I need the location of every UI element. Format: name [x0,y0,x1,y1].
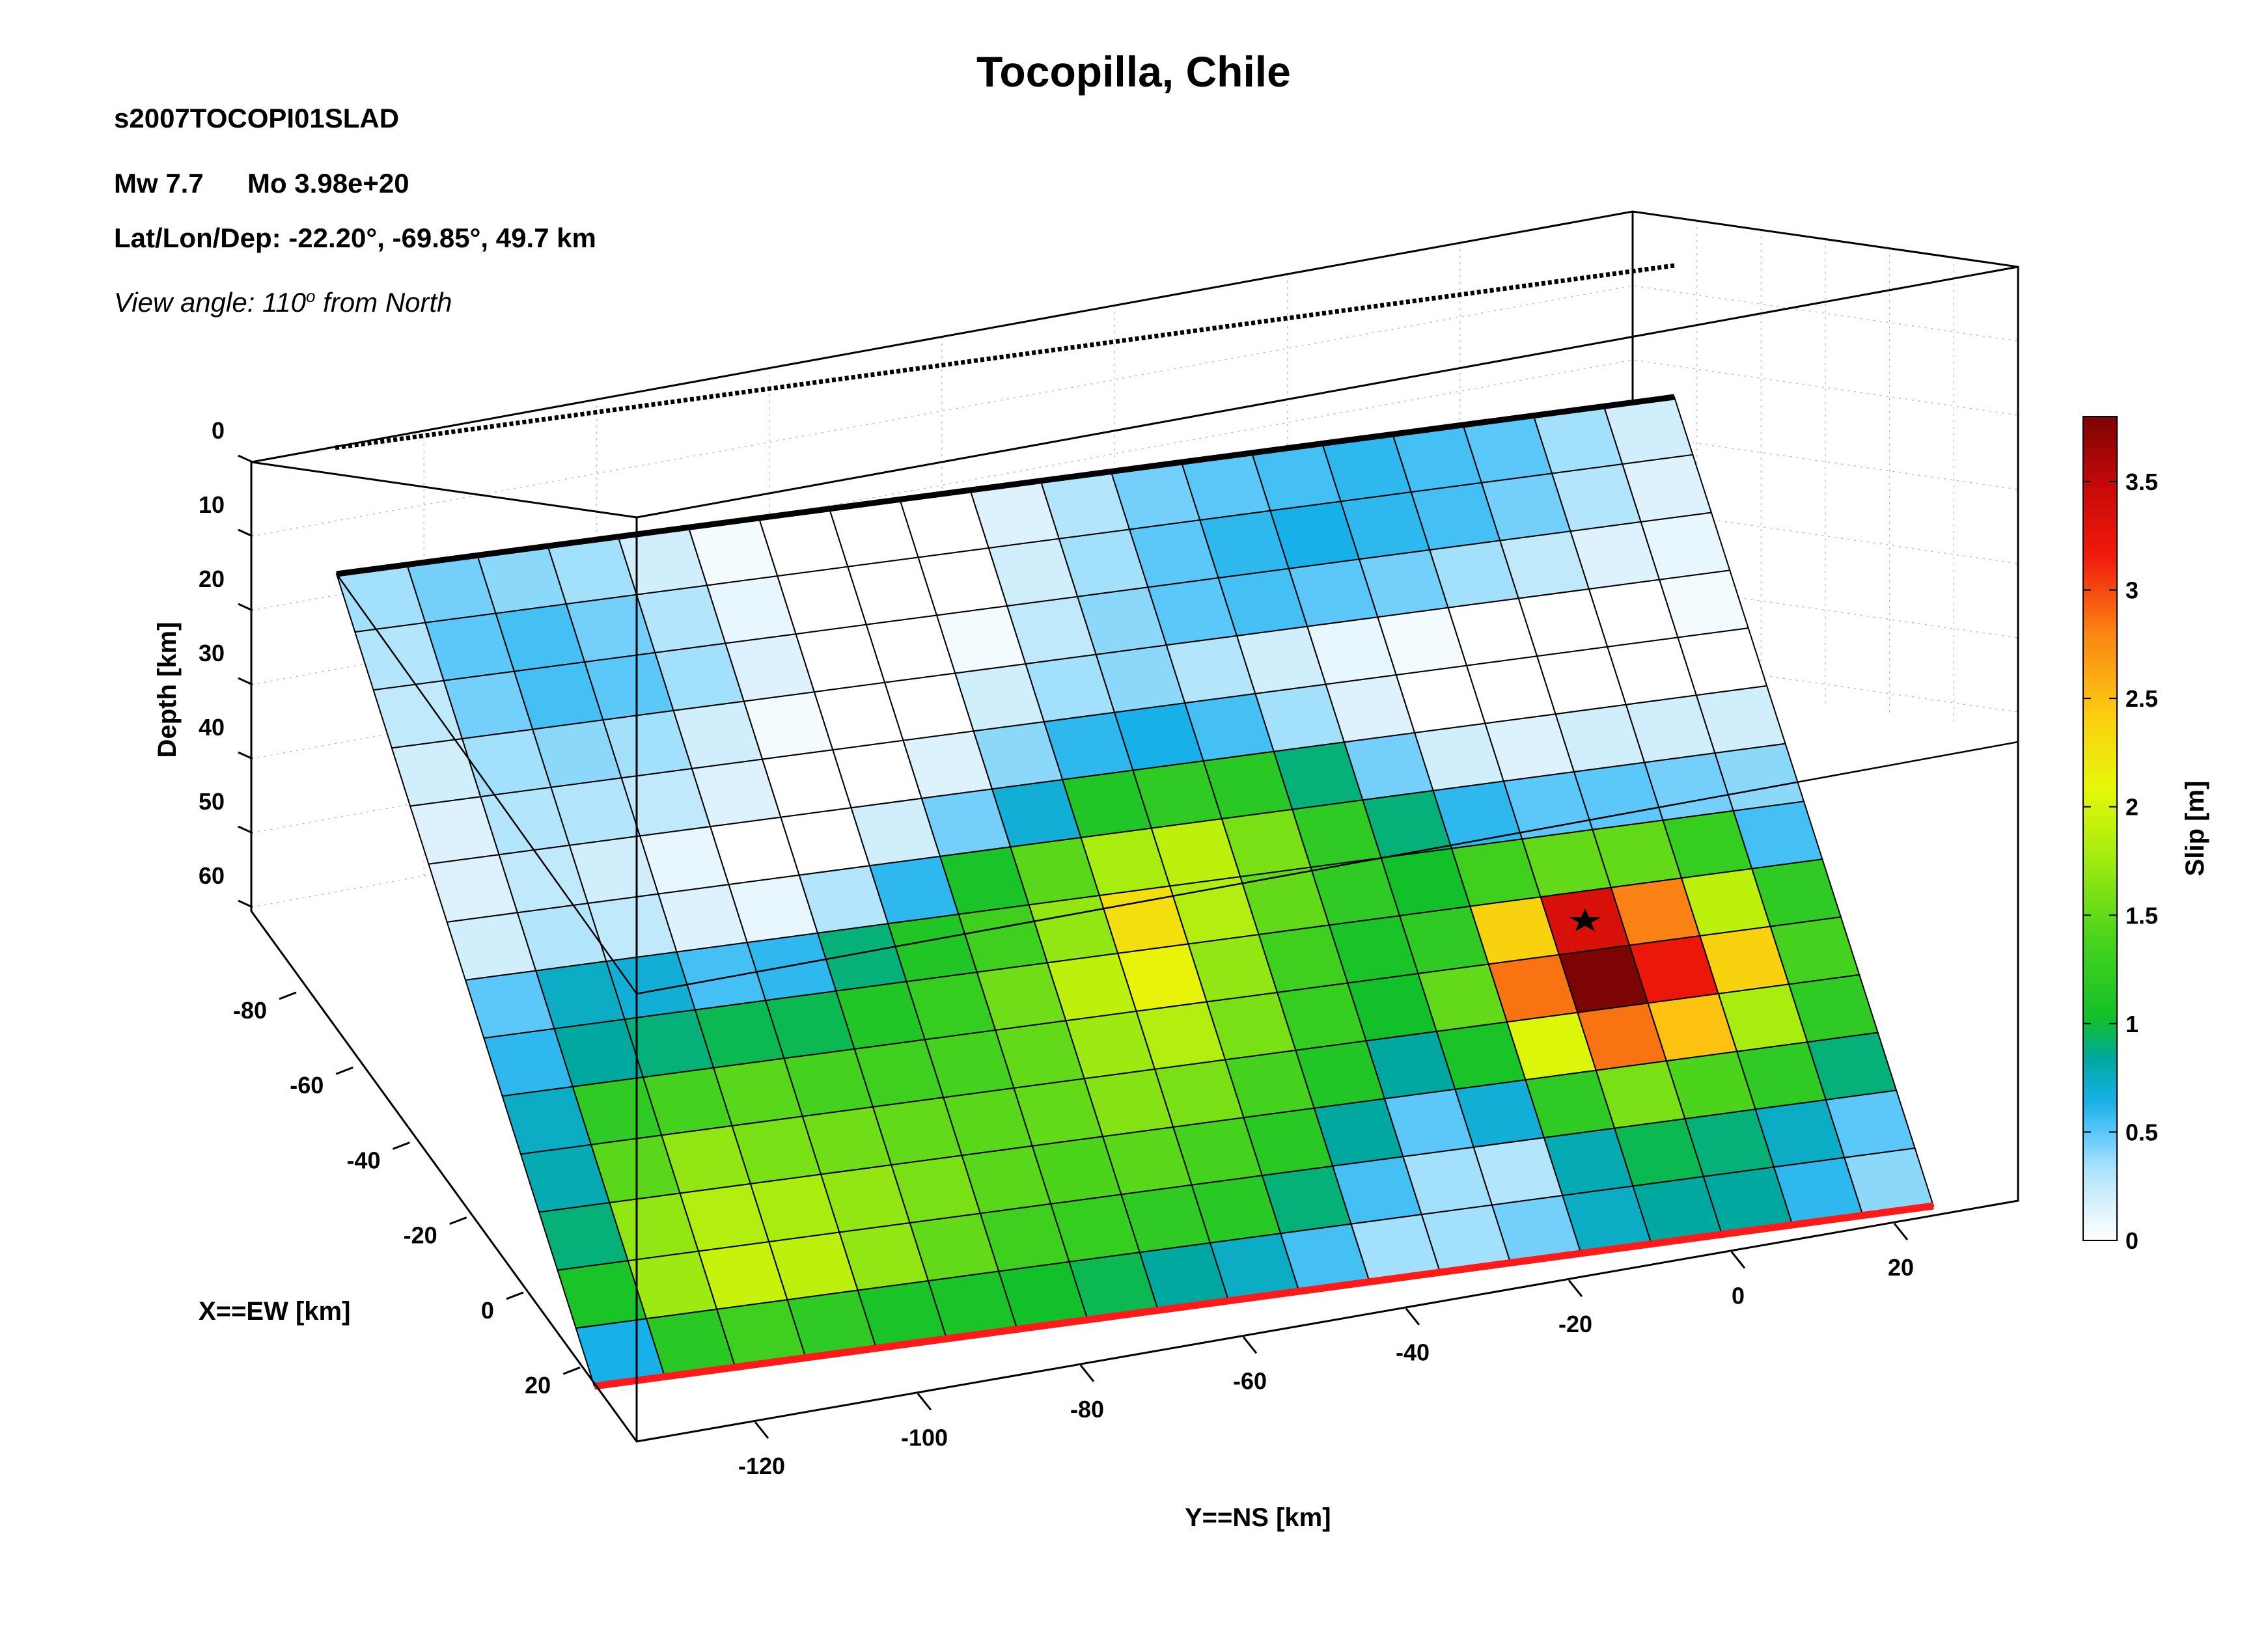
box-edge [636,741,2019,995]
y-tick [1730,1251,1746,1269]
y-tick-label: -20 [1558,1311,1592,1337]
x-tick [562,1366,581,1375]
depth-tick-label: 20 [199,566,225,592]
depth-tick [238,528,253,538]
depth-tick-label: 40 [199,714,225,741]
moment-label: Mo 3.98e+20 [247,168,409,198]
depth-tick [238,751,253,760]
magnitude-label: Mw 7.7 [114,168,204,198]
location-label: Lat/Lon/Dep: -22.20°, -69.85°, 49.7 km [114,223,596,253]
depth-tick [238,825,253,834]
y-tick-label: -100 [901,1424,948,1451]
axis-ticks: 0 10 20 30 40 50 60 -80 -60 -40 -20 0 20 -120 -100 -80 -… [199,417,1914,1479]
y-tick [1242,1336,1258,1354]
x-axis-label: X==EW [km] [199,1297,350,1326]
x-tick-label: -40 [346,1147,380,1173]
y-tick-label: 20 [1888,1254,1914,1281]
hypocenter-star [1569,908,1601,932]
y-tick-label: -120 [738,1453,785,1479]
x-tick [392,1141,411,1150]
y-tick [1079,1364,1095,1382]
y-tick-label: -40 [1396,1339,1430,1366]
colorbar-tick-label: 2 [2125,794,2138,821]
y-tick [1893,1223,1909,1240]
colorbar-label: Slip [m] [2181,781,2209,877]
depth-tick [238,603,253,612]
fault-plane [335,394,1935,1390]
depth-tick [238,454,253,463]
fault-bottom-edge [594,1202,1934,1390]
x-tick-label: -20 [404,1222,437,1249]
x-tick [506,1291,524,1300]
colorbar-tick-label: 3 [2125,577,2138,604]
depth-tick-label: 50 [199,788,225,815]
x-tick [279,991,297,1000]
depth-tick-label: 0 [212,417,225,444]
surface-trace [335,263,1675,450]
colorbar-tick-label: 3.5 [2125,469,2158,495]
bounding-box-front [250,267,2019,1443]
y-tick [754,1421,769,1439]
view-angle-label: View angle: 110o from North [114,286,452,318]
colorbar-ticks: 0 0.5 1 1.5 2 2.5 3 3.5 [2083,469,2158,1254]
x-tick-label: 20 [525,1372,551,1399]
y-tick [917,1393,932,1411]
depth-tick-label: 10 [199,491,225,518]
colorbar: 0 0.5 1 1.5 2 2.5 3 3.5 Slip [m] [2082,416,2209,1254]
z-axis-label: Depth [km] [153,622,182,758]
chart-title: Tocopilla, Chile [976,48,1291,96]
y-tick-label: -60 [1233,1367,1267,1394]
box-edge [250,267,2019,1443]
x-tick [335,1066,353,1075]
y-tick-label: 0 [1732,1283,1745,1309]
depth-tick-label: 60 [199,862,225,889]
y-tick [1405,1307,1420,1326]
colorbar-tick-label: 2.5 [2125,685,2158,712]
depth-tick [238,677,253,686]
colorbar-tick-label: 1 [2125,1011,2138,1037]
y-tick-label: -80 [1070,1396,1104,1423]
depth-tick-label: 30 [199,640,225,666]
y-tick [1568,1279,1583,1298]
depth-tick [238,899,253,909]
colorbar-tick-label: 0 [2125,1227,2138,1254]
view-angle-value: View angle: 110 [114,287,307,318]
view-angle-degree: o [306,286,316,306]
x-tick-label: 0 [481,1297,494,1324]
event-id: s2007TOCOPI01SLAD [114,103,400,133]
x-tick-label: -60 [290,1072,324,1099]
colorbar-tick-label: 1.5 [2125,902,2158,929]
view-angle-suffix: from North [315,287,452,318]
x-tick [449,1216,467,1225]
colorbar-gradient [2082,416,2118,1241]
y-axis-label: Y==NS [km] [1185,1503,1331,1532]
fault-top-edge [336,394,1675,577]
colorbar-tick-label: 0.5 [2125,1119,2158,1145]
box-edge [335,573,638,994]
x-tick-label: -80 [233,997,267,1024]
